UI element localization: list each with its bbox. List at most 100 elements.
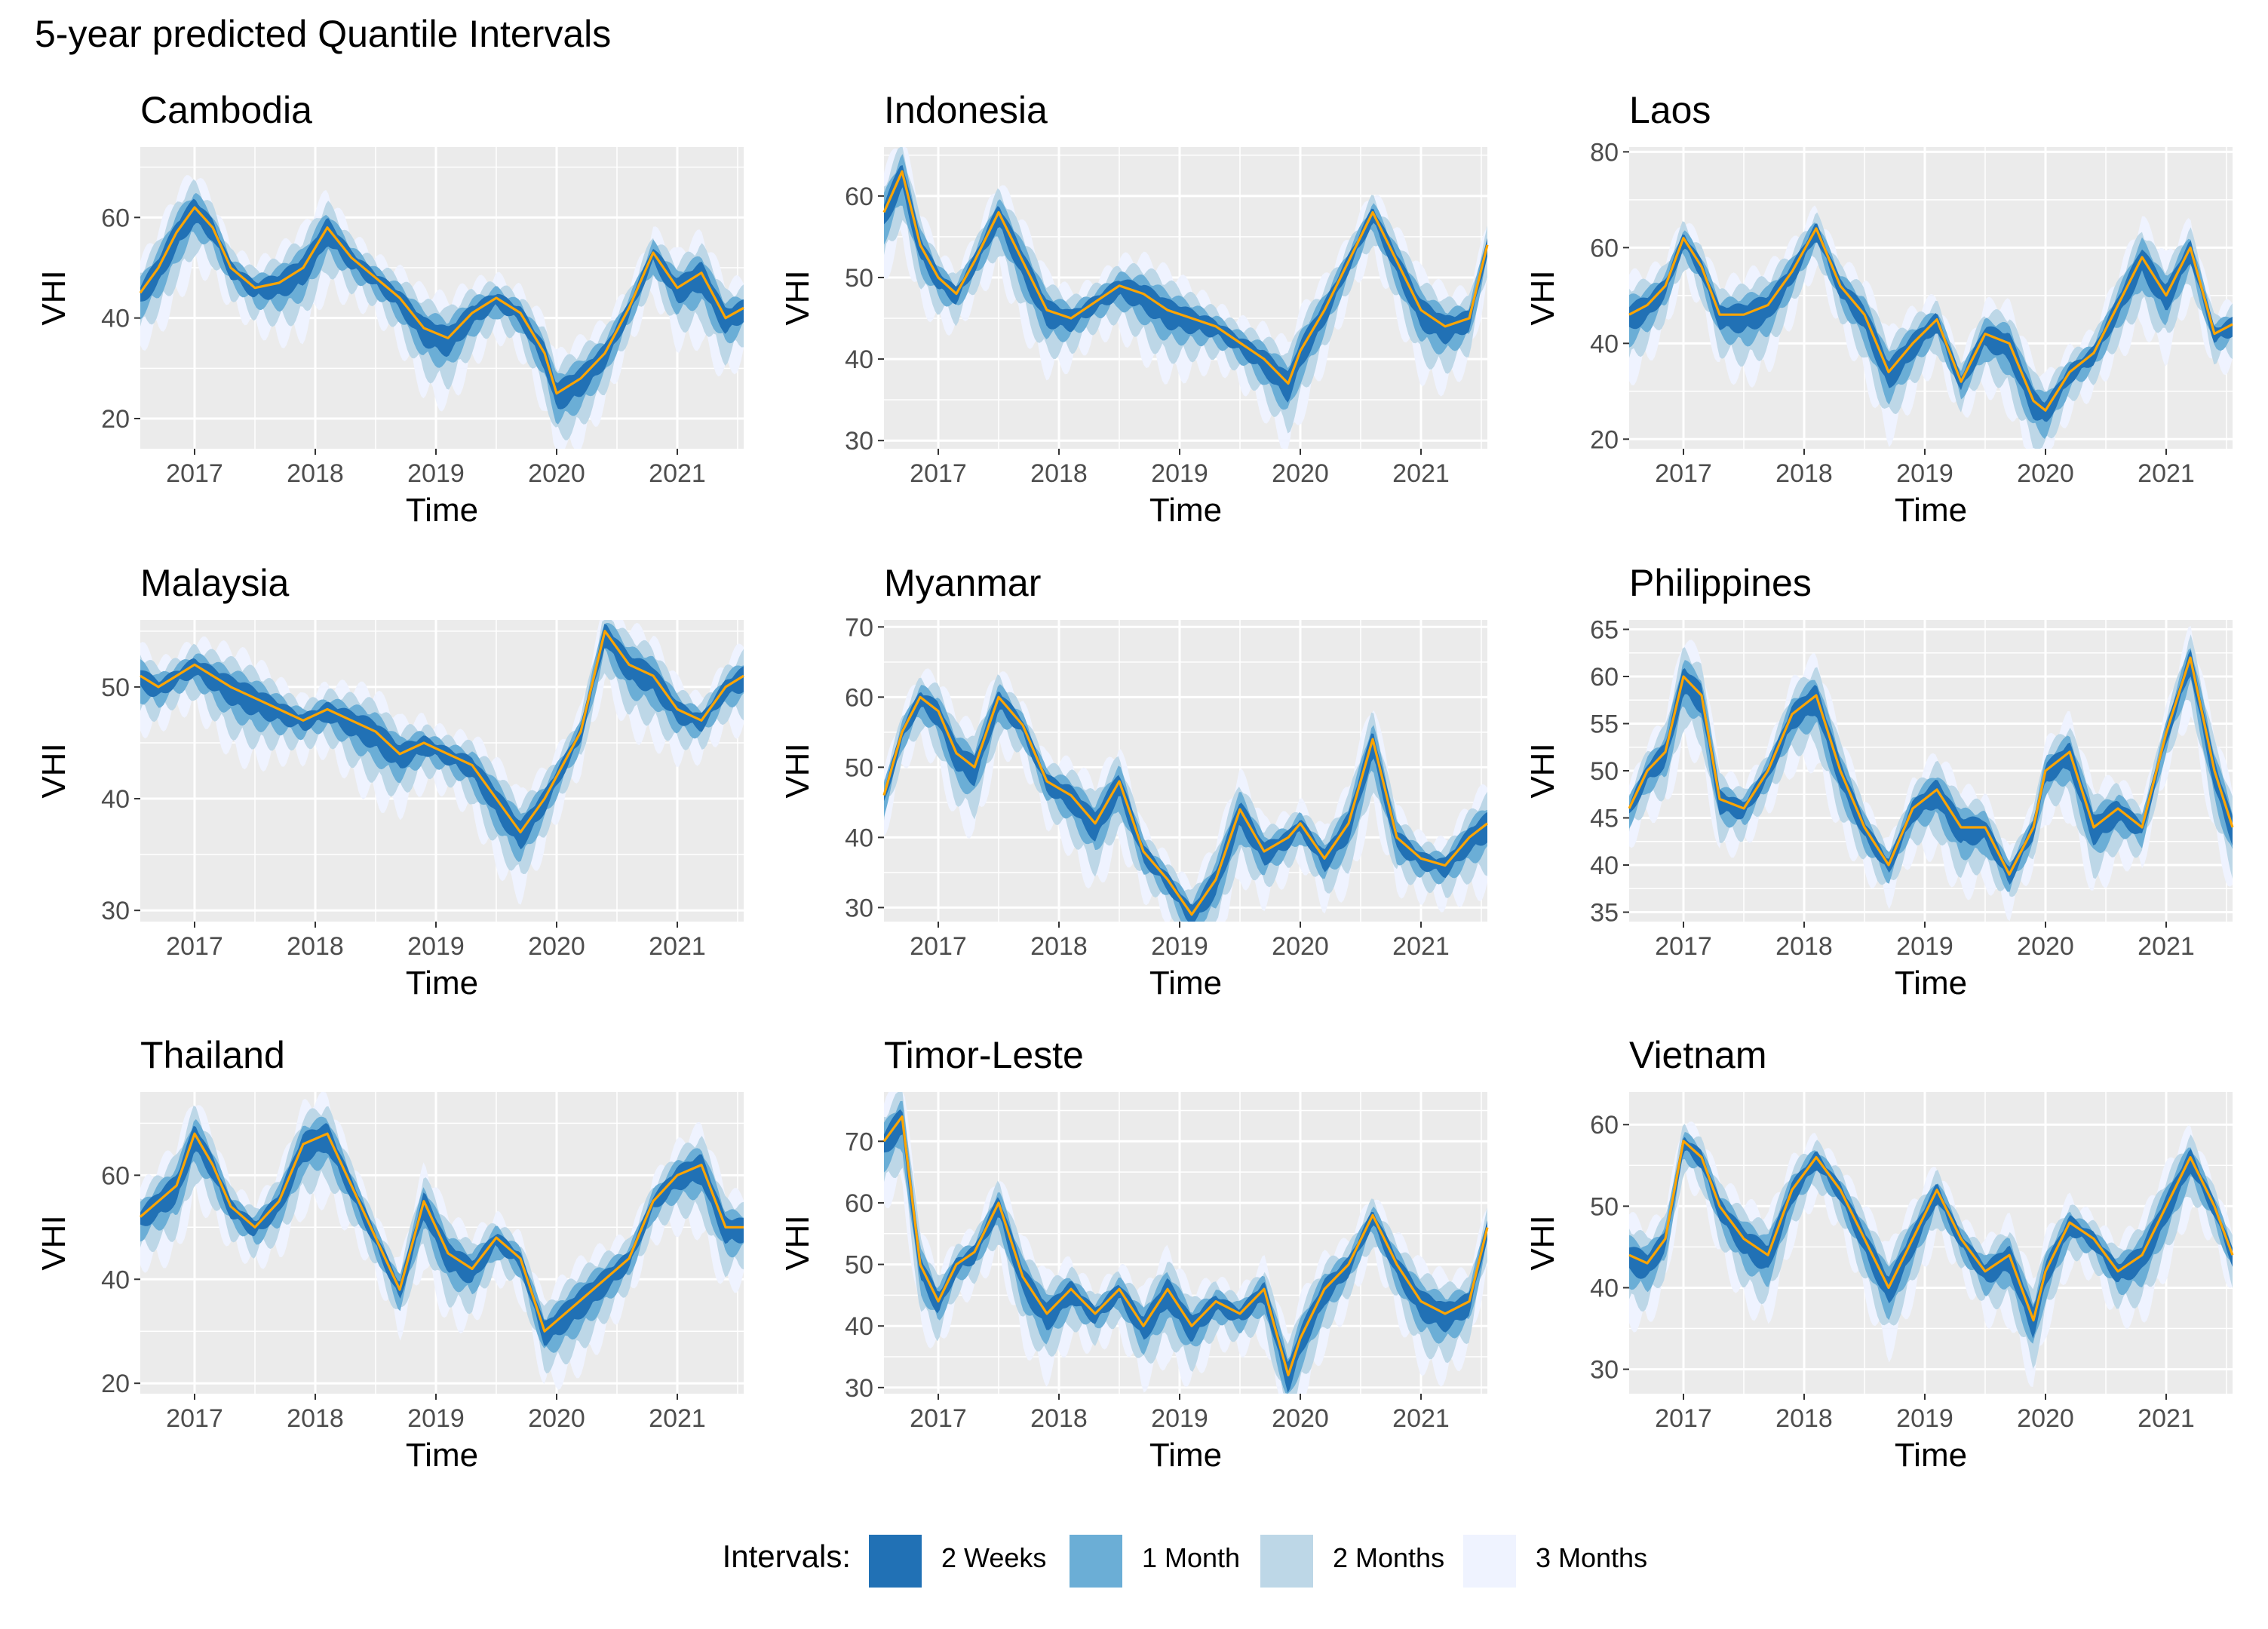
- facet-cambodia: Cambodia 20 40 60 2017 2018 2019 2020 2021 Time VH…: [35, 89, 744, 529]
- panel-title: Cambodia: [140, 89, 312, 131]
- x-tick-label: 2017: [910, 1404, 967, 1433]
- y-tick-label: 30: [845, 1374, 873, 1403]
- x-axis-title: Time: [1895, 492, 1967, 529]
- x-tick-label: 2021: [1392, 932, 1450, 961]
- median-line: [1628, 656, 2234, 876]
- x-tick-label: 2021: [1392, 1404, 1450, 1433]
- y-tick-label: 60: [1590, 1111, 1619, 1140]
- x-axis-title: Time: [1149, 965, 1222, 1002]
- x-tick-label: 2020: [2017, 1404, 2074, 1433]
- y-tick-label: 40: [845, 1312, 873, 1341]
- y-axis-title: VHI: [1524, 1215, 1561, 1270]
- legend-swatch-1-month: [1070, 1535, 1122, 1588]
- y-tick-label: 40: [101, 1265, 130, 1294]
- legend-title: Intervals:: [723, 1538, 851, 1574]
- x-axis-title: Time: [406, 965, 478, 1002]
- band-3-months: [1629, 1121, 2233, 1387]
- x-tick-label: 2020: [528, 1404, 585, 1433]
- median-line: [1628, 1140, 2234, 1322]
- x-tick-label: 2018: [287, 459, 344, 488]
- x-tick-label: 2017: [166, 459, 223, 488]
- x-tick-label: 2019: [1151, 459, 1208, 488]
- panel-title: Timor-Leste: [884, 1034, 1084, 1076]
- legend: Intervals: 2 Weeks 1 Month 2 Months 3 Mo…: [723, 1535, 1647, 1588]
- legend-swatch-2-months: [1260, 1535, 1313, 1588]
- x-tick-label: 2021: [649, 1404, 706, 1433]
- y-tick-label: 40: [1590, 1274, 1619, 1302]
- x-tick-label: 2017: [1655, 932, 1712, 961]
- band-1-month: [884, 1100, 1487, 1394]
- band-2-weeks: [140, 198, 744, 410]
- y-tick-label: 60: [1590, 234, 1619, 262]
- x-tick-label: 2019: [407, 1404, 465, 1433]
- x-axis-title: Time: [1149, 492, 1222, 529]
- x-tick-label: 2018: [1775, 459, 1833, 488]
- x-tick-label: 2017: [910, 459, 967, 488]
- y-tick-label: 50: [845, 264, 873, 293]
- y-tick-label: 80: [1590, 138, 1619, 167]
- x-tick-label: 2018: [1030, 1404, 1088, 1433]
- facet-thailand: Thailand 20 40 60 2017 2018 2019 2020 2021 Time VH…: [35, 1034, 744, 1474]
- y-tick-label: 70: [845, 1127, 873, 1156]
- facet-vietnam: Vietnam 30 40 50 60 2017 2018 2019 2020 2021 Time V…: [1524, 1034, 2234, 1474]
- panel-title: Malaysia: [140, 562, 289, 604]
- y-tick-label: 60: [845, 183, 873, 211]
- x-tick-label: 2019: [1896, 932, 1953, 961]
- y-tick-label: 40: [845, 345, 873, 374]
- y-tick-label: 40: [1590, 851, 1619, 880]
- x-tick-label: 2018: [287, 932, 344, 961]
- facet-myanmar: Myanmar 30 40 50 60 70 2017 2018 2019 2020 2021 Tim…: [779, 562, 1488, 1002]
- x-tick-label: 2019: [1151, 932, 1208, 961]
- y-tick-label: 30: [845, 427, 873, 456]
- x-axis-title: Time: [1895, 965, 1967, 1002]
- median-line: [139, 206, 744, 395]
- y-tick-label: 50: [845, 753, 873, 782]
- x-tick-label: 2021: [2138, 459, 2195, 488]
- x-tick-label: 2020: [528, 459, 585, 488]
- band-2-weeks: [1629, 223, 2233, 422]
- y-tick-label: 50: [1590, 1192, 1619, 1221]
- x-tick-label: 2021: [1392, 459, 1450, 488]
- y-tick-label: 60: [101, 204, 130, 232]
- y-tick-label: 60: [1590, 663, 1619, 692]
- y-tick-label: 50: [101, 673, 130, 702]
- x-axis-title: Time: [1149, 1437, 1222, 1474]
- x-tick-label: 2021: [2138, 932, 2195, 961]
- band-2-weeks: [884, 692, 1487, 922]
- legend-swatch-3-months: [1463, 1535, 1516, 1588]
- x-axis-title: Time: [1895, 1437, 1967, 1474]
- y-tick-label: 20: [101, 1370, 130, 1398]
- median-line: [140, 630, 744, 834]
- median-line: [882, 1115, 1489, 1377]
- band-1-month: [1629, 648, 2233, 892]
- x-tick-label: 2020: [1272, 459, 1329, 488]
- y-tick-label: 45: [1590, 805, 1619, 833]
- x-tick-label: 2017: [1655, 1404, 1712, 1433]
- y-tick-label: 60: [101, 1161, 130, 1190]
- panel-title: Vietnam: [1629, 1034, 1767, 1076]
- x-tick-label: 2018: [1775, 1404, 1833, 1433]
- x-tick-label: 2020: [1272, 1404, 1329, 1433]
- x-tick-label: 2021: [2138, 1404, 2195, 1433]
- median-line: [882, 170, 1489, 385]
- facet-indonesia: Indonesia 30 40 50 60 2017 2018 2019 2020 2021 Tim…: [779, 89, 1489, 529]
- legend-label-2-weeks: 2 Weeks: [941, 1542, 1046, 1573]
- y-axis-title: VHI: [1524, 743, 1561, 798]
- median-line: [1628, 227, 2233, 412]
- facet-philippines: Philippines 35 40 45 50 55 60 65 2017 2018 2019 202…: [1524, 562, 2234, 1002]
- x-tick-label: 2020: [528, 932, 585, 961]
- x-tick-label: 2020: [2017, 459, 2074, 488]
- x-tick-label: 2019: [1151, 1404, 1208, 1433]
- legend-swatch-2-weeks: [869, 1535, 922, 1588]
- legend-label-1-month: 1 Month: [1142, 1542, 1240, 1573]
- facet-panels: Cambodia 20 40 60 2017 2018 2019 2020 2021 Time VH…: [35, 89, 2234, 1474]
- y-tick-label: 70: [845, 613, 873, 642]
- panel-title: Philippines: [1629, 562, 1812, 604]
- y-tick-label: 55: [1590, 710, 1619, 739]
- y-axis-title: VHI: [35, 743, 72, 798]
- x-axis-title: Time: [406, 492, 478, 529]
- facet-timor-leste: Timor-Leste 30 40 50 60 70 2017 2018 2019 2020 202…: [779, 1034, 1489, 1474]
- y-tick-label: 40: [101, 785, 130, 814]
- y-axis-title: VHI: [35, 270, 72, 325]
- x-tick-label: 2021: [649, 932, 706, 961]
